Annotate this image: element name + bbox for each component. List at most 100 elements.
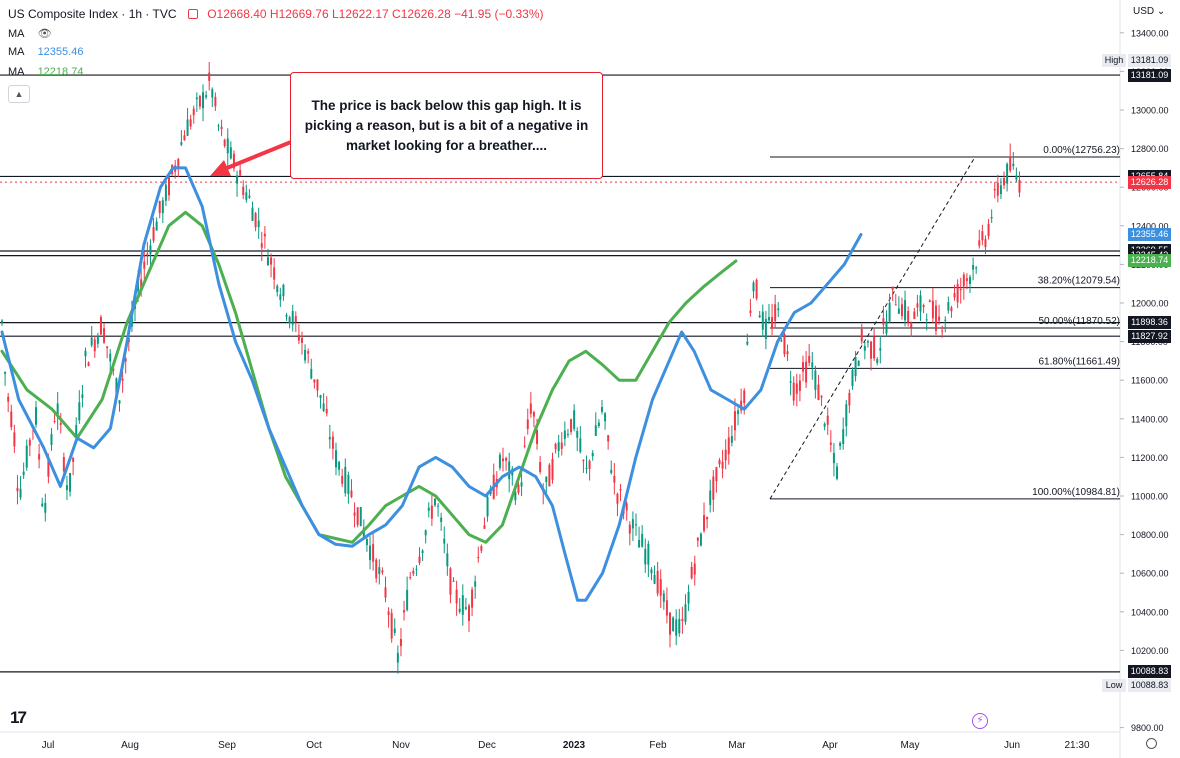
- candle-body: [560, 442, 563, 449]
- candle-body: [873, 336, 876, 359]
- candle-body: [239, 170, 242, 176]
- candle-body: [675, 619, 678, 636]
- candle-body: [968, 276, 971, 284]
- candle-body: [257, 220, 260, 228]
- x-tick-label: 21:30: [1064, 740, 1089, 751]
- candle-body: [242, 186, 245, 196]
- candle-body: [517, 484, 520, 493]
- price-tag-ma_fast: 12355.46: [1128, 227, 1171, 241]
- candle-body: [189, 119, 192, 127]
- collapse-chevron-icon[interactable]: ▲: [8, 85, 30, 103]
- candle-body: [10, 411, 13, 428]
- ma-row-1[interactable]: MA 👁︎: [8, 27, 52, 40]
- candle-body: [158, 201, 161, 214]
- candle-body: [378, 567, 381, 575]
- y-tick-label: 9800.00: [1131, 723, 1164, 733]
- candle-body: [897, 308, 900, 314]
- candle-body: [276, 285, 279, 293]
- ma2-label: MA: [8, 46, 25, 58]
- candle-body: [396, 652, 399, 663]
- y-tick-label: 12400.00: [1131, 221, 1169, 231]
- candle-body: [93, 339, 96, 352]
- candle-body: [959, 288, 962, 291]
- candle-body: [703, 515, 706, 531]
- candle-body: [1009, 156, 1012, 171]
- candle-body: [780, 340, 783, 342]
- candle-body: [984, 239, 987, 248]
- candle-body: [771, 317, 774, 329]
- candle-body: [498, 454, 501, 468]
- candle-body: [47, 459, 50, 477]
- candle-body: [1015, 175, 1018, 180]
- candle-body: [486, 496, 489, 517]
- y-tick-label: 11600.00: [1131, 376, 1168, 386]
- candle-body: [885, 321, 888, 334]
- ma-row-3[interactable]: MA 12218.74: [8, 66, 83, 78]
- candle-body: [467, 605, 470, 621]
- low-value: 10088.83: [1128, 678, 1171, 692]
- candle-body: [282, 284, 285, 297]
- candle-body: [474, 581, 477, 587]
- candle-body: [721, 461, 724, 469]
- candle-body: [1018, 180, 1021, 193]
- candle-body: [236, 175, 239, 184]
- candle-body: [715, 467, 718, 482]
- candle-body: [607, 435, 610, 442]
- candle-body: [251, 207, 254, 221]
- candle-body: [304, 349, 307, 361]
- candle-body: [962, 274, 965, 287]
- eye-hidden-icon[interactable]: 👁︎: [37, 28, 52, 40]
- candle-body: [211, 89, 214, 98]
- candle-body: [75, 425, 78, 437]
- candle-body: [919, 295, 922, 312]
- candle-body: [38, 454, 41, 460]
- candle-body: [965, 278, 968, 281]
- candle-body: [322, 403, 325, 411]
- candle-body: [297, 334, 300, 341]
- candle-body: [866, 341, 869, 343]
- y-tick-label: 11000.00: [1131, 492, 1168, 502]
- candle-body: [424, 530, 427, 536]
- candle-body: [508, 461, 511, 480]
- candle-body: [597, 422, 600, 426]
- candle-body: [922, 305, 925, 308]
- candle-body: [910, 322, 913, 328]
- y-tick-label: 12000.00: [1131, 299, 1169, 309]
- candle-body: [220, 126, 223, 130]
- candle-body: [458, 608, 461, 612]
- candle-body: [795, 383, 798, 394]
- x-tick-label: Jul: [42, 740, 55, 751]
- symbol-title[interactable]: US Composite Index · 1h · TVC: [8, 7, 177, 21]
- candle-body: [443, 538, 446, 544]
- y-tick-label: 11400.00: [1131, 414, 1168, 424]
- candle-body: [341, 475, 344, 484]
- candle-body: [539, 461, 542, 472]
- ma-row-2[interactable]: MA 12355.46: [8, 46, 83, 58]
- candle-body: [805, 361, 808, 383]
- candle-body: [384, 587, 387, 598]
- candle-body: [81, 394, 84, 398]
- candle-body: [328, 437, 331, 440]
- x-tick-label: Dec: [478, 740, 496, 751]
- candle-body: [706, 516, 709, 520]
- tradingview-logo[interactable]: 17: [10, 708, 27, 727]
- x-tick-label: Aug: [121, 740, 139, 751]
- candle-body: [690, 566, 693, 579]
- candle-body: [733, 411, 736, 431]
- fib-trend-line: [769, 156, 976, 500]
- candle-body: [16, 487, 19, 492]
- candle-body: [746, 341, 749, 345]
- candle-body: [421, 550, 424, 554]
- candle-body: [464, 607, 467, 609]
- lightning-icon[interactable]: ⚡︎: [972, 713, 988, 729]
- candle-body: [808, 355, 811, 363]
- currency-selector[interactable]: USD ⌄: [1133, 6, 1165, 17]
- candle-body: [452, 580, 455, 582]
- candle-body: [752, 282, 755, 292]
- candle-body: [124, 358, 127, 362]
- settings-gear-icon[interactable]: [1146, 738, 1157, 749]
- ma-fast-line: [0, 166, 863, 602]
- chevron-down-icon: ⌄: [1156, 6, 1166, 17]
